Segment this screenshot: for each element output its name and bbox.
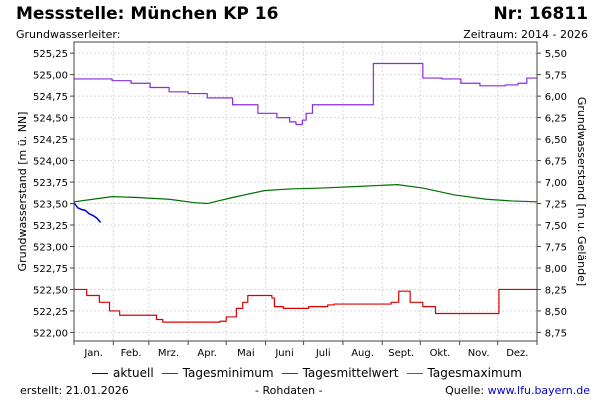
y-tick-label: 524,75 bbox=[33, 92, 68, 103]
series-line-tagesmittelwert bbox=[73, 184, 538, 205]
grid bbox=[73, 42, 538, 341]
y-right-tick-label: 7,25 bbox=[545, 200, 567, 211]
x-tick-label: Jan. bbox=[83, 348, 103, 359]
y-right-tick-label: 6,50 bbox=[545, 135, 567, 146]
y-tick-label: 523,50 bbox=[33, 200, 68, 211]
axes: 522,00 522,25 522,50 522,75 523,00 523,25 523,… bbox=[16, 49, 588, 359]
created-info: erstellt: 21.01.2026 bbox=[20, 384, 129, 397]
y-right-tick-label: 6,00 bbox=[545, 92, 567, 103]
series-line-aktuell bbox=[73, 202, 102, 223]
x-tick-label: Dez. bbox=[506, 348, 528, 359]
y-tick-label: 524,00 bbox=[33, 157, 68, 168]
x-tick-label: Feb. bbox=[121, 348, 142, 359]
legend-label-mittel: Tagesmittelwert bbox=[302, 366, 399, 380]
y-tick-label: 524,50 bbox=[33, 114, 68, 125]
y-right-tick-label: 6,75 bbox=[545, 157, 567, 168]
y-tick-label: 523,25 bbox=[33, 221, 68, 232]
source-label: Quelle: bbox=[445, 384, 485, 397]
legend-swatch-minimum bbox=[161, 372, 178, 374]
legend-label-minimum: Tagesminimum bbox=[182, 366, 274, 380]
y-tick-label: 523,00 bbox=[33, 242, 68, 253]
raw-data-note: - Rohdaten - bbox=[255, 384, 323, 397]
y-axis-title: Grundwasserstand [m ü. NN] bbox=[16, 112, 29, 272]
aquifer-label: Grundwasserleiter: bbox=[16, 28, 121, 41]
y-right-tick-label: 8,50 bbox=[545, 307, 567, 318]
created-date: 21.01.2026 bbox=[65, 384, 129, 397]
x-tick-label: Mrz. bbox=[158, 348, 179, 359]
legend-swatch-aktuell bbox=[92, 372, 108, 374]
legend-swatch-mittel bbox=[281, 372, 298, 374]
series-line-tagesminimum bbox=[74, 288, 537, 323]
y-right-tick-label: 7,75 bbox=[545, 242, 567, 253]
x-tick-label: Juni bbox=[274, 348, 293, 359]
x-tick-label: Aug. bbox=[351, 348, 374, 359]
station-title: Messstelle: München KP 16 bbox=[16, 4, 279, 24]
source-link[interactable]: www.lfu.bayern.de bbox=[487, 384, 590, 397]
source-info: Quelle: www.lfu.bayern.de bbox=[445, 384, 590, 397]
series-line-tagesmaximum bbox=[74, 62, 537, 126]
y-tick-label: 525,00 bbox=[33, 71, 68, 82]
legend-item-aktuell: aktuell bbox=[92, 366, 154, 380]
created-label: erstellt: bbox=[20, 384, 63, 397]
y-right-tick-label: 5,50 bbox=[545, 49, 567, 60]
station-number: Nr: 16811 bbox=[493, 4, 588, 24]
y-right-tick-label: 8,25 bbox=[545, 285, 567, 296]
y-right-tick-label: 6,25 bbox=[545, 114, 567, 125]
y-tick-label: 522,50 bbox=[33, 285, 68, 296]
period-label: Zeitraum: 2014 - 2026 bbox=[463, 28, 588, 41]
plot-frame bbox=[73, 41, 538, 342]
y-right-tick-label: 5,75 bbox=[545, 71, 567, 82]
legend-label-aktuell: aktuell bbox=[113, 366, 154, 380]
x-tick-label: Mai bbox=[237, 348, 255, 359]
legend-swatch-maximum bbox=[406, 372, 423, 374]
y-tick-label: 524,25 bbox=[33, 135, 68, 146]
legend: aktuell Tagesminimum Tagesmittelwert Tag… bbox=[92, 366, 522, 380]
y-tick-label: 522,25 bbox=[33, 307, 68, 318]
y-right-tick-label: 7,00 bbox=[545, 178, 567, 189]
y-right-tick-label: 8,75 bbox=[545, 328, 567, 339]
x-tick-label: Juli bbox=[315, 348, 331, 359]
x-tick-label: Apr. bbox=[197, 348, 217, 359]
y-tick-label: 525,25 bbox=[33, 49, 68, 60]
y-tick-label: 523,75 bbox=[33, 178, 68, 189]
y-tick-label: 522,00 bbox=[33, 328, 68, 339]
legend-item-minimum: Tagesminimum bbox=[161, 366, 274, 380]
y-right-tick-label: 8,00 bbox=[545, 264, 567, 275]
series-lines bbox=[73, 62, 538, 323]
x-tick-label: Okt. bbox=[430, 348, 451, 359]
y-right-tick-label: 7,50 bbox=[545, 221, 567, 232]
x-tick-label: Nov. bbox=[468, 348, 490, 359]
y-axis-title-right: Grundwasserstand [m u. Gelände] bbox=[575, 97, 588, 286]
legend-item-mittel: Tagesmittelwert bbox=[281, 366, 399, 380]
y-tick-label: 522,75 bbox=[33, 264, 68, 275]
legend-item-maximum: Tagesmaximum bbox=[406, 366, 522, 380]
x-tick-label: Sept. bbox=[388, 348, 414, 359]
legend-label-maximum: Tagesmaximum bbox=[427, 366, 522, 380]
